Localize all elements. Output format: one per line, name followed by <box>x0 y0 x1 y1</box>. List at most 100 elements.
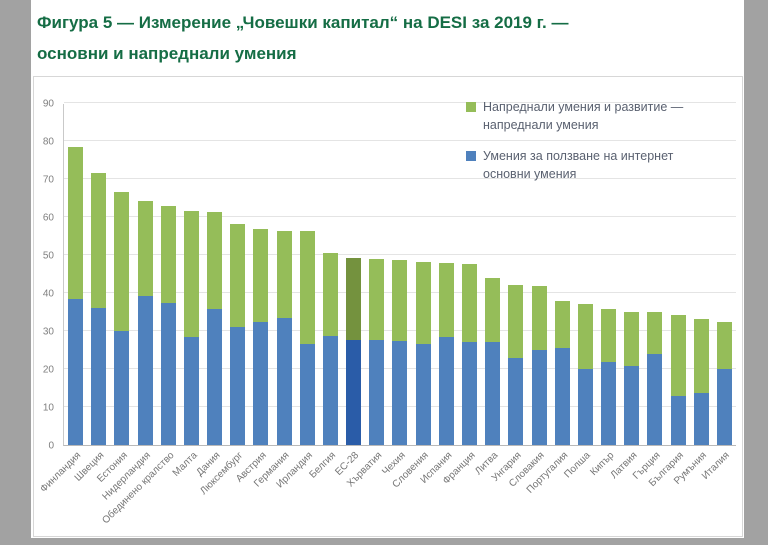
bar-segment-basic-skills <box>299 343 315 445</box>
bar-6: Малта <box>170 104 203 479</box>
bar-segment-advanced-skills <box>392 260 408 342</box>
bar-segment-basic-skills <box>114 330 130 445</box>
bar-segment-basic-skills <box>68 299 84 445</box>
bar-segment-basic-skills <box>183 336 199 445</box>
bar-segment-advanced-skills <box>601 308 617 363</box>
bar-21: Словакия <box>507 104 550 490</box>
bar-18: Франция <box>441 104 481 487</box>
bar-segment-basic-skills <box>346 339 362 445</box>
bar-segment-basic-skills <box>647 353 663 445</box>
bar-10: Германия <box>252 104 296 489</box>
bar-26: Гърция <box>631 104 666 482</box>
legend-label-basic: Умения за ползване на интернет основни у… <box>483 149 674 181</box>
y-tick-label: 30 <box>42 326 54 338</box>
bar-segment-basic-skills <box>230 327 246 445</box>
bar-segment-advanced-skills <box>299 231 315 344</box>
legend-swatch-advanced-icon <box>466 102 476 112</box>
bar-3: Естония <box>95 104 133 485</box>
bars-container: Финландия Швеция Естония Нидерландия Обедине… <box>38 104 736 526</box>
bar-segment-basic-skills <box>392 341 408 445</box>
y-tick-label: 20 <box>42 364 54 376</box>
bar-2: Швеция <box>73 104 110 484</box>
bar-segment-basic-skills <box>577 369 593 445</box>
bar-segment-advanced-skills <box>137 201 153 297</box>
plot-area: Финландия Швеция Естония Нидерландия Обедине… <box>38 100 736 526</box>
bar-segment-advanced-skills <box>508 285 524 359</box>
bar-segment-basic-skills <box>508 358 524 445</box>
bar-8: Люксембург <box>199 104 249 497</box>
bar-20: Унгария <box>490 104 527 484</box>
legend-label-advanced: Напреднали умения и развитие — напреднал… <box>483 100 684 132</box>
bar-segment-basic-skills <box>601 362 617 445</box>
bar-segment-basic-skills <box>462 341 477 445</box>
bar-segment-advanced-skills <box>253 229 269 322</box>
bar-segment-advanced-skills <box>670 315 686 396</box>
bar-segment-basic-skills <box>438 337 454 445</box>
bar-segment-advanced-skills <box>369 258 385 341</box>
bar-27: България <box>647 104 689 489</box>
bar-13: ЕС-28 <box>334 104 365 478</box>
bar-24: Кипър <box>588 104 620 478</box>
bar-15: Чехия <box>380 104 411 478</box>
figure-title: Фигура 5 — Измерение „Човешки капитал“ н… <box>31 0 744 69</box>
bar-segment-advanced-skills <box>68 147 84 300</box>
bar-segment-basic-skills <box>624 365 640 445</box>
legend-swatch-basic-icon <box>466 151 476 161</box>
bar-segment-advanced-skills <box>531 286 547 351</box>
bar-29: Италия <box>700 104 736 482</box>
bar-segment-advanced-skills <box>230 223 246 328</box>
gridline <box>64 216 736 217</box>
bar-23: Полша <box>563 104 597 480</box>
bar-segment-basic-skills <box>485 342 501 445</box>
bar-segment-advanced-skills <box>462 264 477 342</box>
bar-segment-basic-skills <box>253 321 269 445</box>
bar-segment-basic-skills <box>369 340 385 445</box>
bar-segment-advanced-skills <box>624 311 640 366</box>
x-axis-label: Малта <box>170 450 200 479</box>
y-tick-label: 80 <box>42 136 54 148</box>
bar-segment-basic-skills <box>716 369 732 445</box>
chart-legend: Напреднали умения и развитие — напреднал… <box>466 98 724 196</box>
bar-7: Дания <box>194 104 226 478</box>
y-tick-label: 90 <box>42 98 54 110</box>
bar-4: Нидерландия <box>100 104 157 502</box>
legend-item-advanced: Напреднали умения и развитие — напреднал… <box>466 98 724 134</box>
bar-segment-advanced-skills <box>160 205 176 303</box>
gridline <box>64 102 736 103</box>
y-tick-label: 0 <box>48 440 54 452</box>
y-tick-label: 60 <box>42 212 54 224</box>
bar-5: Обединено кралство <box>100 104 180 526</box>
chart-panel: 0 10 20 30 40 50 60 70 80 90 Финландия Швеция Естон… <box>33 76 743 537</box>
bar-segment-advanced-skills <box>693 318 709 394</box>
bar-22: Португалия <box>524 104 574 496</box>
bar-segment-basic-skills <box>415 343 431 445</box>
gridline <box>64 254 736 255</box>
bar-segment-advanced-skills <box>415 261 431 344</box>
y-axis-labels: 0 10 20 30 40 50 60 70 80 90 <box>34 99 59 452</box>
bar-segment-basic-skills <box>276 318 292 445</box>
bar-segment-advanced-skills <box>183 210 199 337</box>
gridline <box>64 140 736 141</box>
chart-plot: 0 10 20 30 40 50 60 70 80 90 Финландия Швеция Естон… <box>34 77 742 536</box>
y-tick-label: 50 <box>42 250 54 262</box>
y-tick-label: 40 <box>42 288 54 300</box>
bar-1: Финландия <box>38 104 87 495</box>
bar-segment-advanced-skills <box>276 230 292 319</box>
bar-segment-basic-skills <box>322 335 338 445</box>
bar-segment-advanced-skills <box>207 212 223 310</box>
bar-25: Латвия <box>609 104 643 481</box>
bar-segment-basic-skills <box>160 302 176 445</box>
bar-segment-basic-skills <box>531 350 547 445</box>
bar-segment-advanced-skills <box>647 312 663 354</box>
bar-segment-basic-skills <box>91 308 107 445</box>
bar-segment-advanced-skills <box>322 253 338 336</box>
bar-19: Литва <box>473 104 504 477</box>
y-tick-label: 70 <box>42 174 54 186</box>
legend-item-basic: Умения за ползване на интернет основни у… <box>466 147 724 183</box>
bar-segment-advanced-skills <box>716 321 732 369</box>
document-page: Фигура 5 — Измерение „Човешки капитал“ н… <box>31 0 744 538</box>
bar-segment-advanced-skills <box>577 303 593 369</box>
bar-segment-basic-skills <box>693 393 709 445</box>
figure-title-line1: Фигура 5 — Измерение „Човешки капитал“ н… <box>37 13 569 32</box>
bar-segment-advanced-skills <box>485 277 501 343</box>
